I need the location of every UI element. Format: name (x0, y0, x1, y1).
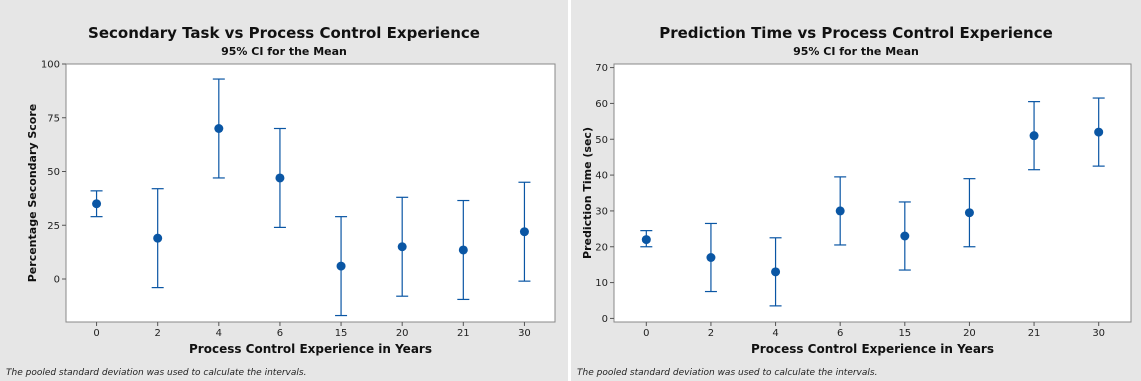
x-tick-label: 6 (277, 328, 283, 339)
mean-point (275, 173, 285, 183)
mean-point (900, 231, 910, 241)
chart-panel-secondary-task: Secondary Task vs Process Control Experi… (0, 0, 568, 381)
y-tick-label: 0 (602, 314, 608, 325)
mean-point (397, 242, 407, 252)
mean-point (153, 233, 163, 243)
mean-point (641, 235, 651, 245)
y-axis-label: Prediction Time (sec) (581, 127, 594, 259)
x-tick-label: 30 (518, 328, 531, 339)
y-tick-label: 10 (595, 278, 608, 289)
y-tick-label: 50 (595, 135, 608, 146)
y-tick-label: 70 (595, 63, 608, 74)
x-tick-label: 4 (772, 328, 778, 339)
y-axis-label: Percentage Secondary Score (26, 104, 39, 283)
mean-point (964, 208, 974, 218)
x-tick-label: 20 (396, 328, 409, 339)
y-tick-label: 0 (54, 275, 60, 286)
mean-point (519, 227, 529, 237)
x-tick-label: 20 (963, 328, 976, 339)
x-tick-label: 6 (837, 328, 843, 339)
x-tick-label: 15 (898, 328, 911, 339)
y-tick-label: 20 (595, 242, 608, 253)
mean-point (1029, 131, 1039, 141)
panel-divider (568, 0, 571, 381)
plot-area (65, 63, 556, 323)
mean-point (92, 199, 102, 209)
y-tick-label: 60 (595, 99, 608, 110)
x-tick-label: 2 (708, 328, 714, 339)
y-tick-label: 40 (595, 171, 608, 182)
y-tick-label: 50 (47, 167, 60, 178)
y-tick-label: 75 (47, 113, 60, 124)
x-tick-label: 21 (457, 328, 470, 339)
chart-subtitle: 95% CI for the Mean (793, 45, 919, 58)
chart-title: Secondary Task vs Process Control Experi… (88, 24, 480, 42)
mean-point (336, 261, 346, 271)
x-tick-label: 21 (1028, 328, 1041, 339)
chart-footnote: The pooled standard deviation was used t… (577, 368, 878, 378)
mean-point (835, 206, 845, 216)
y-tick-label: 100 (41, 60, 60, 71)
x-tick-label: 2 (155, 328, 161, 339)
interval-plot-secondary-task: 0 25 50 75 100 0 2 4 6 15 20 21 30 Process Control Ex… (26, 60, 556, 356)
chart-subtitle: 95% CI for the Mean (221, 45, 347, 58)
chart-title: Prediction Time vs Process Control Exper… (659, 24, 1053, 42)
y-tick-label: 25 (47, 221, 60, 232)
x-tick-label: 15 (335, 328, 348, 339)
mean-point (458, 245, 468, 255)
mean-point (706, 253, 716, 262)
plot-area (613, 63, 1132, 323)
x-tick-label: 30 (1092, 328, 1105, 339)
x-axis-label: Process Control Experience in Years (751, 342, 994, 356)
x-tick-label: 4 (216, 328, 222, 339)
chart-footnote: The pooled standard deviation was used t… (6, 368, 307, 378)
y-tick-label: 30 (595, 206, 608, 217)
x-tick-label: 0 (93, 328, 99, 339)
mean-point (214, 124, 224, 133)
chart-panel-prediction-time: Prediction Time vs Process Control Exper… (571, 0, 1141, 381)
mean-point (771, 267, 781, 277)
mean-point (1094, 127, 1104, 137)
x-tick-label: 0 (643, 328, 649, 339)
interval-plot-prediction-time: 0 10 20 30 40 50 60 70 0 2 4 6 15 20 21 30 Process Contr… (581, 63, 1132, 356)
x-axis-label: Process Control Experience in Years (189, 342, 432, 356)
